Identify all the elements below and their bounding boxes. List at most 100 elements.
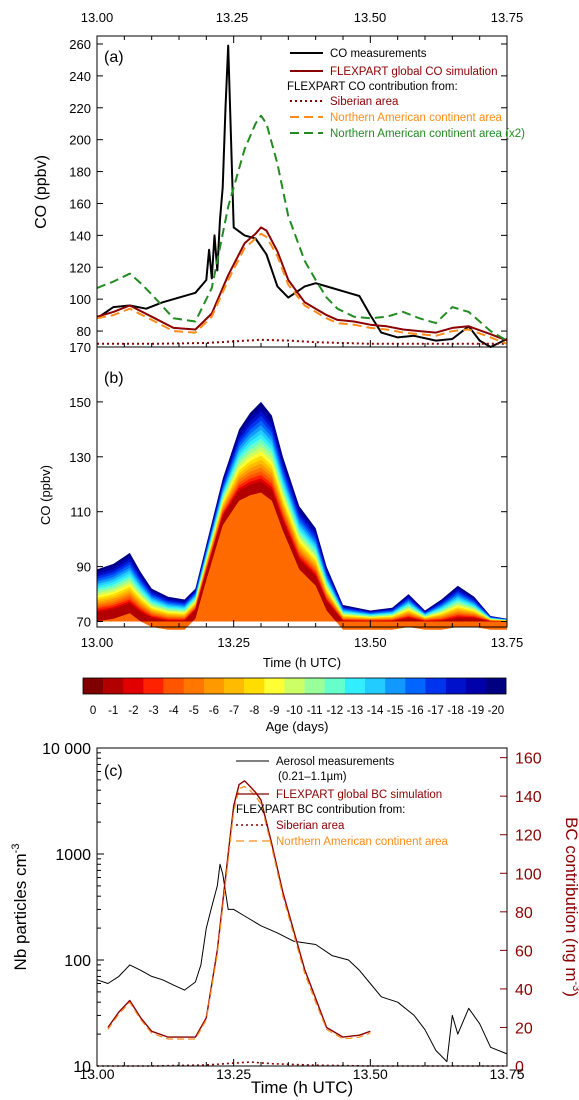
series-north-american — [96, 232, 508, 345]
panel-c-ticks — [96, 747, 508, 1067]
ytick-label-c-left-10: 10 — [73, 1059, 91, 1076]
panel-b-xtick-labels: 13.00 13.25 13.50 13.75 — [81, 635, 524, 650]
colorbar-cell-16 — [405, 678, 426, 694]
legend-bc-siberian: Siberian area — [276, 820, 345, 832]
panel-a-ytick-labels: 80 100 120 140 160 180 200 220 240 260 — [69, 37, 91, 339]
ytick-label-c-right-20: 20 — [515, 1020, 533, 1037]
xtick-label-c-13.00: 13.00 — [79, 1066, 114, 1082]
series-flexpart-bc — [107, 780, 371, 1038]
colorbar-tick-16: -16 — [407, 705, 424, 717]
panel-c-ylabel-left-sup: -3 — [10, 844, 22, 854]
panel-a-ylabel: CO (ppbv) — [33, 155, 50, 229]
colorbar-tick-12: -12 — [326, 705, 343, 717]
legend-bc-north-american: Northern American continent area — [276, 836, 449, 848]
age-colorbar-labels: 0 -1 -2 -3 -4 -5 -6 -7 -8 -9 -10 -11 -12 -13 -14 -15 -16… — [90, 705, 504, 717]
ytick-label-a-120: 120 — [69, 260, 91, 275]
colorbar-cell-3 — [143, 678, 164, 694]
ytick-label-b-150: 150 — [69, 395, 91, 410]
colorbar-tick-14: -14 — [367, 705, 384, 717]
colorbar-tick-7: -7 — [229, 705, 239, 717]
colorbar-tick-5: -5 — [189, 705, 199, 717]
ytick-label-c-right-120: 120 — [515, 828, 542, 845]
xtick-label-c-13.50: 13.50 — [353, 1066, 388, 1082]
panel-c-ylabel-left: Nb particles cm-3 — [10, 844, 30, 971]
colorbar-cell-19 — [465, 678, 487, 694]
xtick-label-b-13.50: 13.50 — [354, 635, 387, 650]
panel-c-xtick-labels: 13.00 13.25 13.50 13.75 — [79, 1066, 524, 1082]
legend-co-measurements: CO measurements — [330, 48, 427, 60]
colorbar-cell-2 — [123, 678, 144, 694]
legend-flexpart-global: FLEXPART global CO simulation — [330, 66, 497, 78]
colorbar-cell-12 — [324, 678, 346, 694]
series-flexpart-global — [96, 226, 508, 342]
ytick-label-a-160: 160 — [69, 196, 91, 211]
legend-siberian: Siberian area — [330, 96, 399, 108]
legend-bc-contribution-title: FLEXPART BC contribution from: — [236, 804, 405, 816]
colorbar-cell-1 — [103, 678, 124, 694]
colorbar-cell-0 — [83, 678, 104, 694]
ytick-label-c-right-60: 60 — [515, 943, 533, 960]
ytick-label-a-80: 80 — [77, 324, 91, 339]
colorbar-cell-18 — [445, 678, 466, 694]
top-tick-3: 13.75 — [491, 10, 524, 25]
colorbar-tick-4: -4 — [168, 705, 179, 717]
panel-b-frame — [96, 346, 508, 628]
panel-c-right-ytick-labels: 0 20 40 60 80 100 120 140 160 — [515, 751, 542, 1076]
colorbar-cell-5 — [183, 678, 205, 694]
panel-b-ylabel: CO (ppbv) — [38, 465, 53, 525]
legend-flexpart-bc: FLEXPART global BC simulation — [276, 789, 442, 801]
colorbar-cell-20 — [485, 678, 507, 694]
colorbar-tick-1: -1 — [108, 705, 118, 717]
xtick-label-b-13.25: 13.25 — [217, 635, 250, 650]
colorbar-tick-3: -3 — [148, 705, 158, 717]
panel-c-left-ytick-labels: 10 100 1000 10 000 — [42, 741, 91, 1076]
colorbar-tick-19: -19 — [467, 705, 484, 717]
panel-c-ylabel-right-text: BC contribution (ng m — [562, 817, 579, 981]
top-tick-0: 13.00 — [81, 10, 114, 25]
age-layer-20 — [97, 401, 507, 622]
legend-north-american-x2: Northern American continent area (x2) — [330, 128, 525, 140]
panel-c-frame — [96, 747, 508, 1067]
panel-c-legend: Aerosol measurements (0.21–1.1µm) FLEXPA… — [236, 756, 449, 848]
ytick-label-a-260: 260 — [69, 37, 91, 52]
ytick-label-b-70: 70 — [77, 615, 91, 630]
ytick-label-c-left-100: 100 — [64, 953, 91, 970]
ytick-label-c-right-100: 100 — [515, 866, 542, 883]
xtick-label-c-13.75: 13.75 — [489, 1066, 524, 1082]
colorbar-cell-7 — [224, 678, 245, 694]
ytick-label-a-240: 240 — [69, 69, 91, 84]
colorbar-tick-10: -10 — [286, 705, 303, 717]
ytick-label-b-110: 110 — [70, 505, 91, 520]
ytick-label-c-left-1000: 1000 — [55, 847, 91, 864]
colorbar-cell-10 — [284, 678, 305, 694]
colorbar-tick-6: -6 — [209, 705, 219, 717]
panel-b-age-layers — [97, 401, 507, 630]
ytick-label-a-180: 180 — [69, 165, 91, 180]
series-north-american-x2 — [96, 114, 508, 342]
ytick-label-a-140: 140 — [69, 228, 91, 243]
legend-contribution-title: FLEXPART CO contribution from: — [287, 81, 458, 93]
colorbar-tick-20: -20 — [488, 705, 505, 717]
ytick-label-b-170: 170 — [69, 340, 91, 355]
panel-c: (c) 10 100 1000 10 000 0 20 40 60 80 100 120 140 16… — [10, 741, 579, 1097]
top-tick-2: 13.50 — [354, 10, 387, 25]
panel-b-xlabel: Time (h UTC) — [263, 655, 341, 670]
panel-a: (a) CO (ppbv) 80 100 120 140 160 180 200 220 240… — [33, 35, 525, 348]
age-layer-19 — [97, 406, 507, 622]
series-aerosol-measurements — [96, 863, 508, 1063]
colorbar-tick-17: -17 — [427, 705, 444, 717]
panel-c-xlabel: Time (h UTC) — [251, 1078, 353, 1097]
ytick-label-c-right-140: 140 — [515, 789, 542, 806]
legend-north-american: Northern American continent area — [330, 112, 503, 124]
series-bc-siberian — [97, 1061, 507, 1067]
colorbar-cell-9 — [264, 678, 285, 694]
colorbar-cell-11 — [304, 678, 325, 694]
colorbar-cell-4 — [163, 678, 184, 694]
colorbar-tick-0: 0 — [90, 705, 96, 717]
colorbar-label: Age (days) — [266, 719, 329, 734]
colorbar-tick-9: -9 — [269, 705, 279, 717]
colorbar-tick-15: -15 — [387, 705, 404, 717]
ytick-label-c-left-10000: 10 000 — [42, 741, 91, 758]
series-bc-north-american — [107, 785, 371, 1040]
